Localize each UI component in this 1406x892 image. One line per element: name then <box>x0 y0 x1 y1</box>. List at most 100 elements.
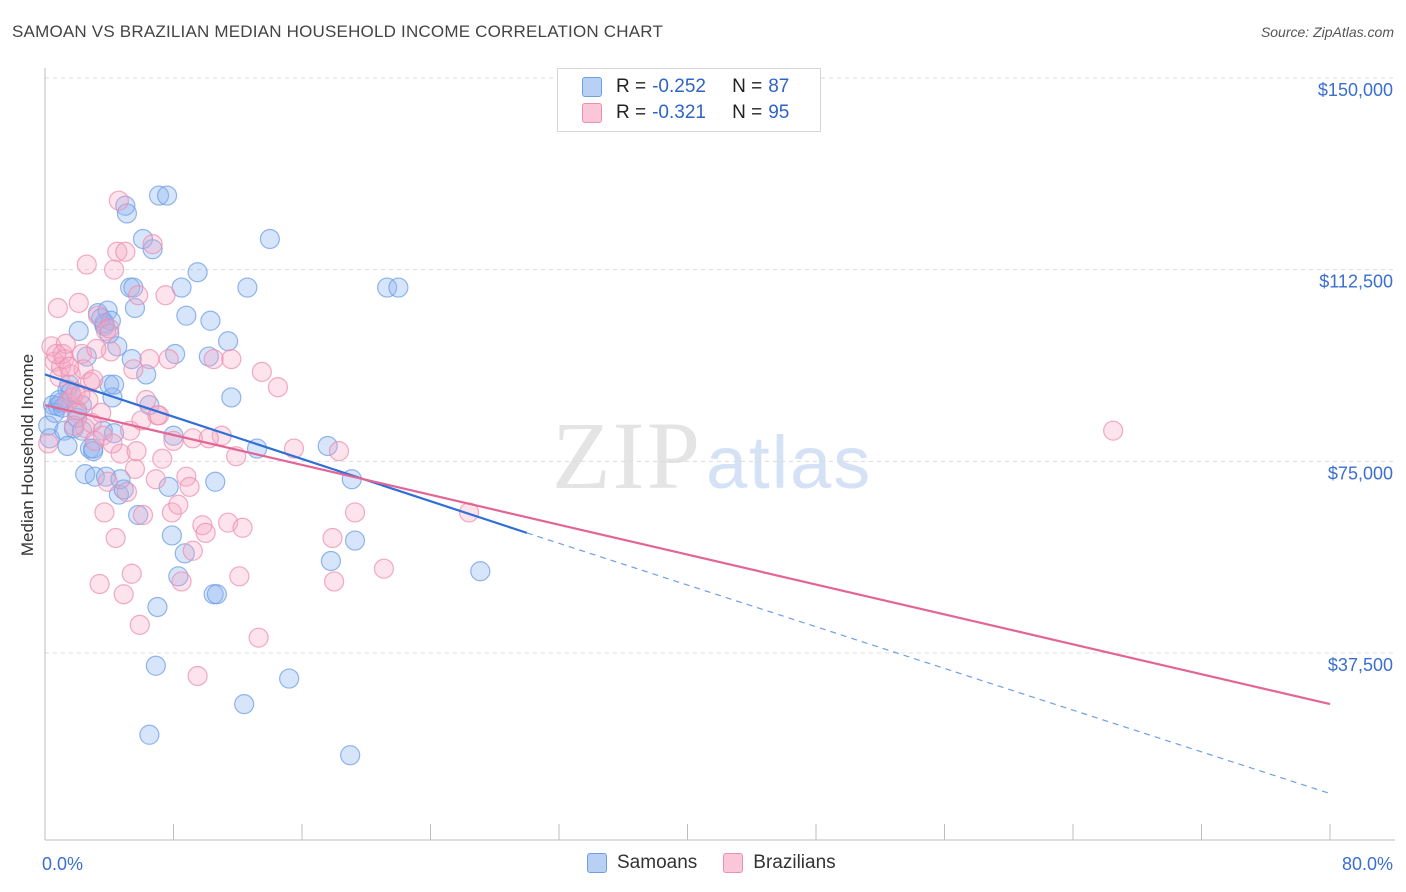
data-point <box>237 277 258 298</box>
y-tick-label: $37,500 <box>1328 655 1393 675</box>
series-swatch-brazilians <box>723 853 744 873</box>
data-point <box>129 614 150 635</box>
data-point <box>46 343 67 365</box>
data-point <box>139 349 160 370</box>
series-legend: Samoans Brazilians <box>587 852 862 874</box>
data-point <box>377 277 398 298</box>
data-point <box>283 438 305 459</box>
data-point <box>99 323 120 344</box>
data-point <box>267 377 289 398</box>
data-point <box>221 387 242 408</box>
data-point <box>103 259 125 280</box>
data-point <box>234 694 255 715</box>
legend-n-value: 87 <box>768 76 790 97</box>
x-tick-label: 80.0% <box>1342 854 1393 874</box>
data-point <box>38 415 59 436</box>
data-point <box>470 561 491 582</box>
data-point <box>110 443 131 464</box>
data-point <box>121 349 142 370</box>
data-point <box>128 504 149 526</box>
legend-r-value: -0.252 <box>652 76 706 97</box>
trend-line-brazilians <box>44 404 1331 706</box>
data-point <box>68 292 89 313</box>
data-point <box>97 471 118 492</box>
data-point <box>248 627 269 648</box>
data-point <box>58 356 80 377</box>
legend-row-samoans: R = -0.252 N = 87 <box>582 75 789 99</box>
data-point <box>116 203 138 224</box>
series-legend-samoans[interactable]: Samoans <box>587 852 697 874</box>
data-point <box>124 297 146 319</box>
legend-row-brazilians: R = -0.321 N = 95 <box>582 101 789 125</box>
data-point <box>142 234 163 255</box>
data-point <box>84 466 105 487</box>
data-point <box>139 724 160 745</box>
data-point <box>145 469 166 490</box>
legend-r-value: -0.321 <box>652 102 706 123</box>
data-point <box>232 517 253 538</box>
y-axis-title: Median Household Income <box>18 354 37 556</box>
chart-source: Source: ZipAtlas.com <box>1260 24 1394 40</box>
data-point <box>107 241 128 262</box>
legend-swatch-samoans <box>582 77 602 97</box>
data-point <box>95 320 117 342</box>
data-point <box>103 374 125 395</box>
data-point <box>116 481 138 503</box>
grid-lines <box>45 77 1395 654</box>
watermark: ZIPatlas <box>552 400 872 511</box>
data-point <box>182 540 203 561</box>
data-point <box>179 476 200 497</box>
trend-line-samoans <box>44 373 528 534</box>
data-point <box>187 665 208 687</box>
series-legend-brazilians[interactable]: Brazilians <box>723 852 836 874</box>
data-point <box>200 310 221 331</box>
data-point <box>324 571 345 592</box>
data-point <box>206 584 227 605</box>
data-point <box>147 596 168 618</box>
data-point <box>156 185 178 206</box>
data-point <box>121 563 142 584</box>
data-point <box>131 410 152 431</box>
data-point <box>108 190 129 211</box>
trend-lines <box>44 373 1331 795</box>
data-point <box>259 228 280 250</box>
data-point <box>128 285 149 306</box>
data-point <box>158 349 179 370</box>
data-point <box>218 331 239 352</box>
data-point <box>320 550 342 572</box>
data-point <box>322 527 343 549</box>
data-point <box>176 305 197 326</box>
legend-r-label: R = <box>616 76 647 97</box>
data-point <box>195 522 216 543</box>
data-point <box>47 297 68 319</box>
data-point <box>203 349 224 370</box>
data-point <box>187 262 208 283</box>
data-point <box>174 543 195 564</box>
data-point <box>171 571 192 592</box>
data-point <box>328 441 350 462</box>
tick-labels: $37,500 $75,000 $112,500 $150,000 0.0% 80.0% M… <box>18 80 1393 874</box>
data-point <box>102 433 123 454</box>
data-point <box>168 494 189 515</box>
data-point <box>142 239 163 260</box>
chart-title: SAMOAN VS BRAZILIAN MEDIAN HOUSEHOLD INC… <box>12 22 664 41</box>
data-point <box>123 359 144 380</box>
series-points <box>38 185 1124 766</box>
legend-swatch-brazilians <box>582 103 602 123</box>
data-point <box>89 573 110 595</box>
data-point <box>136 389 157 411</box>
series-label-samoans: Samoans <box>617 852 698 873</box>
data-point <box>57 435 78 457</box>
legend-n-label: N = <box>732 102 763 123</box>
data-point <box>344 502 366 523</box>
data-point <box>105 527 126 549</box>
data-point <box>38 433 59 454</box>
y-tick-label: $150,000 <box>1318 80 1393 100</box>
data-point <box>205 471 226 492</box>
series-label-brazilians: Brazilians <box>753 852 836 873</box>
data-point <box>136 364 157 385</box>
data-point <box>158 476 179 497</box>
correlation-legend: R = -0.252 N = 87 R = -0.321 N = 95 <box>557 68 821 132</box>
data-point <box>99 318 120 339</box>
